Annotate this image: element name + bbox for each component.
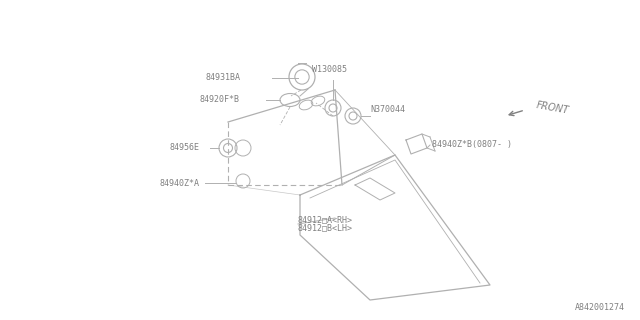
Text: 84912□B<LH>: 84912□B<LH> [298, 223, 353, 233]
Text: 84912□A<RH>: 84912□A<RH> [298, 215, 353, 225]
Text: A842001274: A842001274 [575, 303, 625, 312]
Text: 84940Z*A: 84940Z*A [160, 179, 200, 188]
Text: 84920F*B: 84920F*B [200, 95, 240, 105]
Text: W130085: W130085 [312, 65, 348, 74]
Text: 84940Z*B(0807- ): 84940Z*B(0807- ) [432, 140, 512, 149]
Text: 84931BA: 84931BA [205, 74, 240, 83]
Text: FRONT: FRONT [535, 100, 570, 116]
Text: 84956E: 84956E [170, 143, 200, 153]
Text: N370044: N370044 [370, 106, 405, 115]
